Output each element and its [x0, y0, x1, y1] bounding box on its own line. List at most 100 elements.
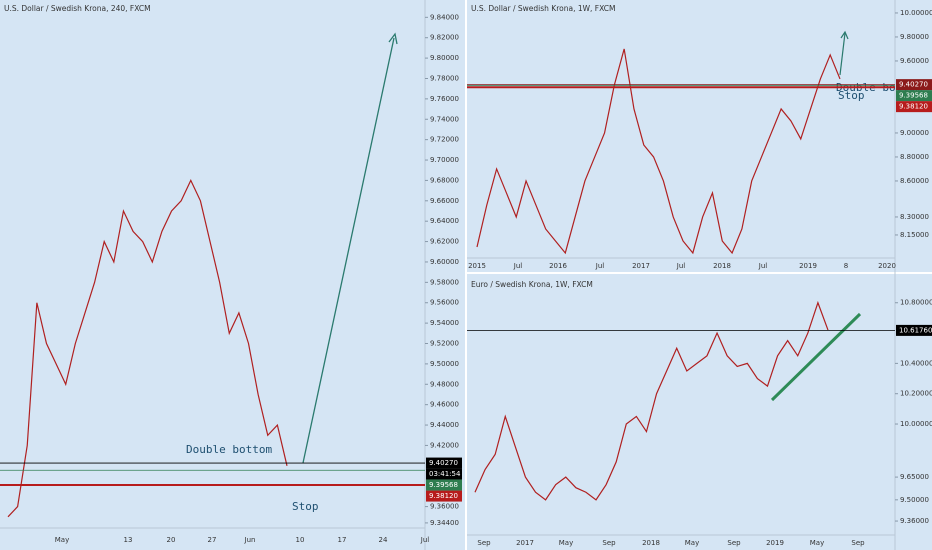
arrow-head	[388, 32, 398, 45]
y-tick-label: 9.44000	[430, 421, 459, 429]
x-tick-label: 2018	[642, 539, 660, 547]
y-tick-label: 9.00000	[900, 129, 929, 137]
x-tick-label: 2016	[549, 262, 567, 270]
x-tick-label: May	[685, 539, 699, 547]
annotation: Double bottom	[186, 443, 272, 456]
y-tick-label: 10.20000	[900, 390, 932, 398]
price-tag	[896, 79, 932, 91]
x-tick-label: Jul	[420, 536, 430, 544]
y-tick-label: 10.00000	[900, 420, 932, 428]
y-tick-label: 9.72000	[430, 136, 459, 144]
y-tick-label: 9.36000	[430, 503, 459, 511]
x-tick-label: Jun	[244, 536, 256, 544]
price-line	[7, 179, 288, 518]
y-tick-label: 9.60000	[900, 57, 929, 65]
y-tick-label: 9.70000	[430, 156, 459, 164]
y-tick-label: 9.52000	[430, 340, 459, 348]
chart-title: Euro / Swedish Krona, 1W, FXCM	[471, 280, 593, 289]
x-tick-label: Sep	[727, 539, 741, 547]
x-tick-label: Jul	[595, 262, 605, 270]
price-tag	[426, 490, 462, 502]
price-tag	[426, 457, 462, 469]
arrow-head	[840, 30, 849, 40]
price-line	[476, 48, 841, 255]
x-tick-label: 2019	[766, 539, 784, 547]
price-tag-label: 10.61760	[899, 326, 932, 334]
y-tick-label: 9.34400	[430, 519, 459, 527]
x-tick-label: Jul	[676, 262, 686, 270]
y-tick-label: 9.46000	[430, 401, 459, 409]
x-tick-label: 2017	[632, 262, 650, 270]
y-tick-label: 9.50000	[430, 360, 459, 368]
y-tick-label: 8.80000	[900, 153, 929, 161]
price-tag-label: 9.39568	[899, 92, 928, 100]
x-tick-label: Jul	[758, 262, 768, 270]
x-tick-label: 10	[296, 536, 305, 544]
y-tick-label: 9.84000	[430, 13, 459, 21]
x-tick-label: Jul	[513, 262, 523, 270]
x-tick-label: 13	[124, 536, 133, 544]
y-tick-label: 9.74000	[430, 115, 459, 123]
x-tick-label: May	[559, 539, 573, 547]
price-tag-label: 9.39568	[429, 481, 458, 489]
price-tag	[896, 324, 932, 336]
x-tick-label: May	[810, 539, 824, 547]
y-tick-label: 9.50000	[900, 496, 929, 504]
price-tag	[896, 101, 932, 113]
y-tick-label: 9.66000	[430, 197, 459, 205]
y-tick-label: 10.40000	[900, 359, 932, 367]
x-tick-label: 24	[379, 536, 388, 544]
y-tick-label: 10.00000	[900, 9, 932, 17]
x-tick-label: Sep	[851, 539, 865, 547]
x-tick-label: 2018	[713, 262, 731, 270]
y-tick-label: 9.76000	[430, 95, 459, 103]
countdown-tag	[426, 468, 462, 480]
y-tick-label: 9.65000	[900, 473, 929, 481]
x-tick-label: 2019	[799, 262, 817, 270]
chart-title: U.S. Dollar / Swedish Krona, 240, FXCM	[4, 4, 151, 13]
y-tick-label: 9.36000	[900, 517, 929, 525]
y-tick-label: 9.54000	[430, 319, 459, 327]
price-tag-label: 9.38120	[429, 492, 458, 500]
price-tag-label: 9.40270	[429, 459, 458, 467]
y-tick-label: 9.56000	[430, 299, 459, 307]
countdown: 03:41:54	[429, 470, 461, 478]
target-arrow	[302, 37, 395, 464]
y-tick-label: 9.68000	[430, 176, 459, 184]
x-tick-label: 20	[167, 536, 176, 544]
annotation: Stop	[838, 89, 865, 102]
x-tick-label: 8	[844, 262, 848, 270]
y-tick-label: 9.82000	[430, 34, 459, 42]
x-tick-label: 2017	[516, 539, 534, 547]
x-tick-label: Sep	[477, 539, 491, 547]
y-tick-label: 8.60000	[900, 177, 929, 185]
annotation: Stop	[292, 500, 319, 513]
chart-title: U.S. Dollar / Swedish Krona, 1W, FXCM	[471, 4, 615, 13]
price-tag-label: 9.38120	[899, 103, 928, 111]
y-tick-label: 9.80000	[900, 33, 929, 41]
x-tick-label: 27	[208, 536, 217, 544]
y-tick-label: 8.15000	[900, 231, 929, 239]
y-tick-label: 9.48000	[430, 380, 459, 388]
x-tick-label: Sep	[602, 539, 616, 547]
x-tick-label: May	[55, 536, 69, 544]
y-tick-label: 10.80000	[900, 299, 932, 307]
price-tag	[426, 479, 462, 491]
trendline	[770, 312, 862, 402]
price-line	[474, 300, 829, 501]
target-arrow	[839, 32, 846, 76]
y-tick-label: 9.64000	[430, 217, 459, 225]
y-tick-label: 9.42000	[430, 441, 459, 449]
y-tick-label: 9.60000	[430, 258, 459, 266]
y-tick-label: 9.58000	[430, 278, 459, 286]
y-tick-label: 9.62000	[430, 238, 459, 246]
price-tag-label: 9.40270	[899, 81, 928, 89]
y-tick-label: 8.30000	[900, 213, 929, 221]
x-tick-label: 17	[338, 536, 347, 544]
x-tick-label: 2015	[468, 262, 486, 270]
price-tag	[896, 90, 932, 102]
x-tick-label: 2020	[878, 262, 896, 270]
y-tick-label: 9.80000	[430, 54, 459, 62]
y-tick-label: 9.78000	[430, 74, 459, 82]
